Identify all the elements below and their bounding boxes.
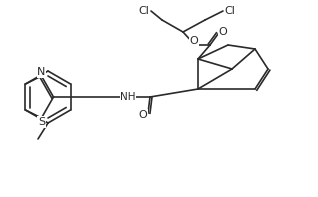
Text: Cl: Cl [225,6,235,16]
Text: O: O [219,27,227,37]
Text: N: N [37,67,46,77]
Text: NH: NH [120,92,136,102]
Text: O: O [139,110,147,120]
Text: Cl: Cl [139,6,149,16]
Text: S: S [38,117,45,127]
Text: O: O [190,36,198,46]
